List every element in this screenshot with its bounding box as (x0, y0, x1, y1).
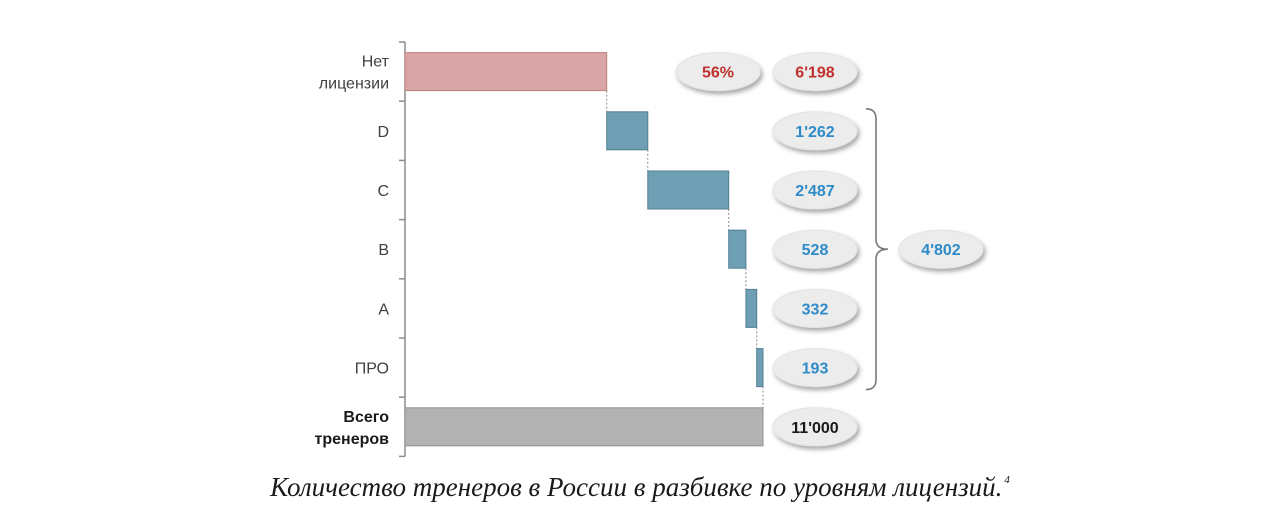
category-label: B (378, 242, 389, 259)
value-bubble-ellipse (772, 170, 858, 210)
category-label: тренеров (315, 431, 390, 448)
category-label: C (377, 183, 389, 200)
bar-6 (404, 407, 764, 447)
bar-2 (647, 170, 730, 210)
caption-footnote: 4 (1004, 474, 1010, 486)
axis (399, 41, 406, 458)
brace (865, 108, 889, 391)
waterfall-chart: Нет лицензии D C B A ПРО Всего тренеров 6'198 56%… (315, 41, 984, 458)
category-label: Нет (362, 54, 390, 71)
value-bubble-text: 528 (802, 242, 829, 259)
category-label: Всего (343, 409, 389, 426)
category-labels: Нет лицензии D C B A ПРО Всего тренеров (315, 54, 390, 448)
value-bubbles: 6'198 56% 1'262 2'487 528 332 193 11'000 4'802 (675, 52, 984, 447)
figure-caption: Количество тренеров в России в разбивке … (0, 472, 1280, 503)
value-bubble-text: 2'487 (795, 183, 835, 200)
percent-bubble-ellipse (675, 52, 761, 92)
caption-text: Количество тренеров в России в разбивке … (270, 472, 1003, 502)
value-bubble-text: 1'262 (795, 124, 835, 141)
value-bubble-ellipse (772, 111, 858, 151)
curly-brace (865, 108, 889, 391)
percent-bubble-text: 56% (702, 65, 734, 82)
value-bubble-ellipse (772, 229, 858, 269)
bar-0 (404, 52, 608, 92)
value-bubble-text: 11'000 (791, 420, 839, 437)
licensed-total-bubble-text: 4'802 (921, 242, 961, 259)
bar-1 (606, 111, 649, 151)
bars (404, 52, 764, 447)
value-bubble-ellipse (772, 288, 858, 328)
bar-5 (756, 348, 764, 388)
licensed-total-bubble-ellipse (898, 229, 984, 269)
category-label: ПРО (355, 361, 389, 378)
value-bubble-text: 193 (802, 361, 829, 378)
bar-4 (745, 288, 758, 328)
category-label: D (377, 124, 389, 141)
value-bubble-ellipse (772, 407, 858, 447)
value-bubble-ellipse (772, 348, 858, 388)
value-bubble-ellipse (772, 52, 858, 92)
category-label: A (378, 301, 389, 318)
connectors (606, 90, 764, 408)
value-bubble-text: 6'198 (795, 65, 835, 82)
bar-3 (728, 229, 747, 269)
category-label: лицензии (319, 76, 389, 93)
value-bubble-text: 332 (802, 301, 829, 318)
